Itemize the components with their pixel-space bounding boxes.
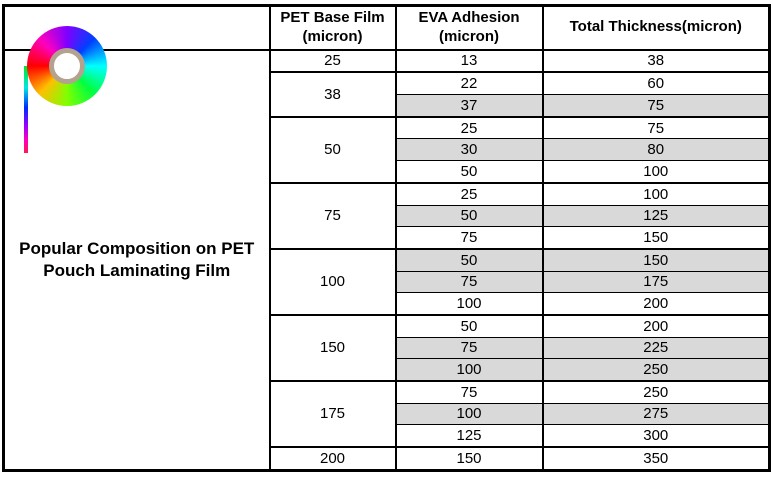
eva-cell: 50 <box>394 313 544 338</box>
total-cell: 75 <box>541 94 771 118</box>
eva-cell: 100 <box>394 402 544 426</box>
pet-cell: 175 <box>268 379 397 448</box>
total-cell: 175 <box>541 270 771 294</box>
total-cell: 225 <box>541 336 771 360</box>
eva-cell: 100 <box>394 292 544 316</box>
pet-cell: 200 <box>268 446 397 471</box>
table-row: 37 75 <box>4 94 771 118</box>
table-row: 50 125 <box>4 204 771 228</box>
column-header-total-thickness: Total Thickness(micron) <box>541 5 771 51</box>
table-row: 75 225 <box>4 336 771 360</box>
table-row: 150 50 200 <box>4 313 771 382</box>
pet-cell: 25 <box>268 48 397 73</box>
eva-cell: 37 <box>394 94 544 118</box>
total-cell: 125 <box>541 204 771 228</box>
total-cell: 75 <box>541 115 771 140</box>
logo-corner-cell <box>2 5 271 51</box>
total-cell: 150 <box>541 226 771 250</box>
eva-cell: 75 <box>394 379 544 404</box>
total-cell: 250 <box>541 379 771 404</box>
total-cell: 100 <box>541 181 771 206</box>
eva-cell: 50 <box>394 160 544 184</box>
eva-cell: 30 <box>394 138 544 162</box>
pet-cell: 100 <box>268 247 397 316</box>
total-cell: 275 <box>541 402 771 426</box>
eva-cell: 13 <box>394 48 544 73</box>
eva-cell: 50 <box>394 247 544 272</box>
eva-cell: 125 <box>394 424 544 448</box>
total-cell: 150 <box>541 247 771 272</box>
eva-cell: 75 <box>394 336 544 360</box>
column-header-pet-base-film: PET Base Film (micron) <box>268 5 397 51</box>
total-cell: 100 <box>541 160 771 184</box>
composition-table: PET Base Film (micron) EVA Adhesion (mic… <box>2 4 771 472</box>
pet-cell: 38 <box>268 71 397 118</box>
pet-cell: 75 <box>268 181 397 250</box>
table-row: 30 80 <box>4 138 771 162</box>
table-row: 50 25 75 <box>4 115 771 184</box>
eva-cell: 150 <box>394 446 544 471</box>
table-row: 75 150 <box>4 226 771 250</box>
eva-cell: 100 <box>394 358 544 382</box>
eva-cell: 25 <box>394 181 544 206</box>
table-row: 50 100 <box>4 160 771 184</box>
eva-cell: 50 <box>394 204 544 228</box>
eva-cell: 22 <box>394 71 544 96</box>
column-header-eva-adhesion: EVA Adhesion (micron) <box>394 5 544 51</box>
pet-cell: 150 <box>268 313 397 382</box>
total-cell: 60 <box>541 71 771 96</box>
total-cell: 38 <box>541 48 771 73</box>
eva-cell: 75 <box>394 270 544 294</box>
table-row: 75 25 100 <box>4 181 771 250</box>
total-cell: 80 <box>541 138 771 162</box>
total-cell: 200 <box>541 292 771 316</box>
panel-title-line2: Pouch Laminating Film <box>43 260 231 280</box>
eva-cell: 25 <box>394 115 544 140</box>
table-row: 100 50 150 <box>4 247 771 316</box>
total-cell: 250 <box>541 358 771 382</box>
table-row: 100 200 <box>4 292 771 316</box>
table-row: Popular Composition on PET Pouch Laminat… <box>2 48 771 471</box>
panel-title-line1: Popular Composition on PET <box>19 239 255 258</box>
pet-cell: 50 <box>268 115 397 184</box>
title-cell: Popular Composition on PET Pouch Laminat… <box>2 48 271 471</box>
table-row: 175 75 250 <box>4 379 771 448</box>
table-row: 38 22 60 <box>4 71 771 118</box>
eva-cell: 75 <box>394 226 544 250</box>
total-cell: 350 <box>541 446 771 471</box>
table-row: 100 275 <box>4 402 771 426</box>
table-row: 75 175 <box>4 270 771 294</box>
table-row: 125 300 <box>4 424 771 448</box>
table-row: 200 150 350 <box>4 446 771 471</box>
total-cell: 300 <box>541 424 771 448</box>
total-cell: 200 <box>541 313 771 338</box>
